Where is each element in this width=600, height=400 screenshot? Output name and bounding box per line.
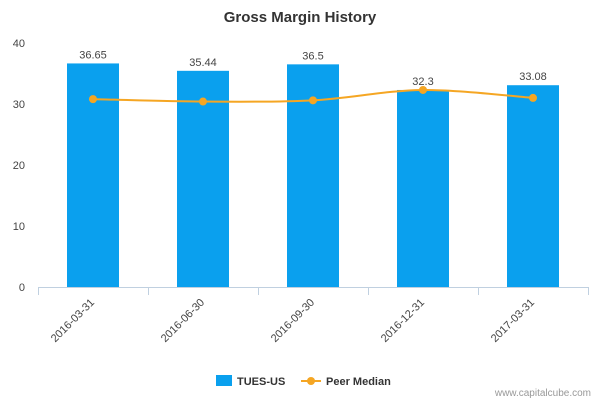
y-tick-label: 30: [13, 99, 25, 111]
bar-data-label: 36.5: [302, 50, 323, 62]
x-tick-label: 2016-12-31: [379, 297, 427, 345]
legend-swatch-marker: [307, 377, 315, 385]
x-tick-label: 2017-03-31: [489, 297, 537, 345]
x-tick-label: 2016-06-30: [159, 297, 207, 345]
x-tick-label: 2016-09-30: [269, 297, 317, 345]
bar: [507, 85, 559, 287]
y-axis: 0 10 20 30 40: [13, 38, 25, 294]
bar: [397, 89, 449, 287]
peer-median-point: [309, 96, 317, 105]
y-tick-label: 0: [19, 282, 25, 294]
y-tick-label: 20: [13, 160, 25, 172]
x-tick-label: 2016-03-31: [49, 297, 97, 345]
y-tick-label: 40: [13, 38, 25, 50]
y-tick-label: 10: [13, 221, 25, 233]
legend-label-line: Peer Median: [326, 376, 391, 388]
bar-data-label: 36.65: [79, 49, 107, 61]
peer-median-point: [419, 85, 427, 94]
bar-data-labels: 36.65 35.44 36.5 32.3 33.08: [79, 49, 547, 88]
peer-median-point: [529, 93, 537, 102]
peer-median-point: [89, 95, 97, 104]
chart-title: Gross Margin History: [224, 9, 377, 26]
line-series: [89, 85, 537, 106]
bar-data-label: 33.08: [519, 71, 547, 83]
legend-label-bar: TUES-US: [237, 376, 285, 388]
x-axis: 2016-03-31 2016-06-30 2016-09-30 2016-12-31…: [38, 287, 589, 345]
bar-data-label: 35.44: [189, 57, 217, 69]
peer-median-point: [199, 97, 207, 106]
bar-series: [67, 63, 559, 288]
bar: [177, 70, 229, 287]
credit-text: www.capitalcube.com: [494, 388, 591, 399]
bar-data-label: 32.3: [412, 76, 433, 88]
legend-swatch-bar: [216, 375, 232, 386]
legend: TUES-US Peer Median: [216, 375, 391, 388]
